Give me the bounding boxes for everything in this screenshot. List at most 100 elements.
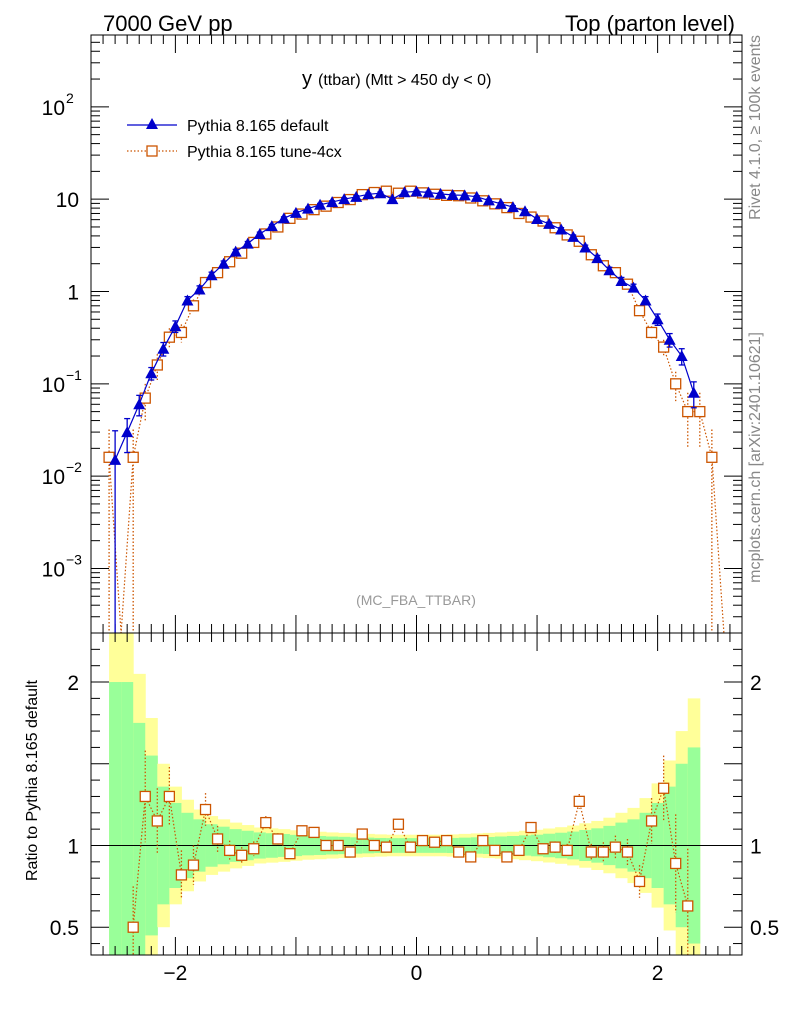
main-y-tick-exponent: 2	[66, 90, 74, 106]
ratio-series-layer	[127, 750, 694, 955]
ratio-tune4cx-point-square	[621, 846, 634, 858]
main-y-tick-exponent: −1	[66, 367, 82, 383]
main-default-point-triangle	[579, 241, 592, 253]
analysis-watermark: (MC_FBA_TTBAR)	[356, 592, 476, 608]
ratio-tune4cx-point-square	[477, 834, 489, 847]
main-default-point-triangle	[422, 186, 435, 198]
main-y-tick-label: 10	[56, 189, 79, 212]
main-default-point-triangle	[350, 190, 363, 202]
main-tune4cx-point-square	[645, 326, 658, 339]
ratio-tune4cx-point-square	[296, 825, 308, 837]
ratio-tune4cx-point-square	[670, 857, 682, 870]
ratio-tune4cx-point-square	[489, 844, 501, 857]
main-series-layer	[103, 185, 725, 634]
main-default-point-triangle	[121, 426, 134, 438]
main-y-tick-base: 10	[42, 97, 65, 120]
ratio-tune4cx-point-square	[344, 846, 356, 858]
main-panel: y (ttbar) (Mtt > 450 dy < 0) (MC_FBA_TTB…	[42, 34, 743, 634]
main-default-point-triangle	[265, 220, 278, 232]
ratio-tune4cx-point-square	[645, 815, 658, 827]
main-default-point-triangle	[603, 264, 616, 276]
main-default-point-triangle	[217, 257, 230, 269]
main-default-point-triangle	[157, 342, 170, 354]
main-y-tick-base: 10	[42, 374, 65, 397]
main-default-point-triangle	[338, 193, 351, 205]
main-default-point-triangle	[169, 320, 182, 332]
main-tune4cx-point-square	[670, 378, 682, 390]
main-tune4cx-connecting-line	[108, 190, 725, 634]
main-default-point-triangle	[133, 398, 146, 410]
main-y-tick-exponent: −2	[66, 459, 82, 475]
legend: Pythia 8.165 default Pythia 8.165 tune-4…	[127, 118, 342, 161]
ratio-tune4cx-point-square	[585, 846, 597, 858]
legend-entry-tune4cx: Pythia 8.165 tune-4cx	[127, 144, 342, 161]
main-default-point-triangle	[241, 237, 254, 249]
main-y-tick-base: 1	[67, 281, 79, 304]
main-tune4cx-point-square	[706, 451, 718, 463]
main-default-point-triangle	[567, 230, 580, 242]
ratio-tune4cx-point-square	[368, 839, 380, 852]
main-tune4cx-point-square	[633, 305, 646, 317]
ratio-tune4cx-point-square	[416, 834, 429, 847]
main-y-tick-exponent: −3	[66, 551, 82, 567]
ratio-tune4cx-point-square	[248, 843, 260, 855]
main-default-point-triangle	[639, 294, 652, 306]
main-y-tick-label: 10 −1	[42, 367, 83, 397]
ratio-tune4cx-point-square	[151, 815, 163, 827]
main-default-point-triangle	[687, 386, 700, 398]
ratio-tune4cx-point-square	[308, 826, 320, 839]
main-default-point-triangle	[410, 185, 423, 197]
ratio-y-tick-label-right: 2	[750, 672, 762, 695]
ratio-tune4cx-point-square	[356, 828, 368, 840]
main-default-point-triangle	[555, 223, 568, 235]
ratio-band-inner	[133, 722, 146, 955]
main-y-tick-label: 10 −2	[42, 459, 83, 489]
ratio-tune4cx-point-square	[573, 795, 585, 808]
ratio-tune4cx-point-square	[320, 839, 332, 852]
ratio-tune4cx-point-square	[633, 875, 646, 888]
ratio-panel: 0.5 0.5 1 1 2 2 −2 0 2 Ratio to Pythia 8.165 de…	[24, 632, 779, 985]
ratio-tune4cx-point-square	[392, 818, 405, 830]
ratio-tune4cx-point-square	[223, 844, 236, 857]
main-default-point-triangle	[591, 252, 604, 264]
ratio-tune4cx-point-square	[404, 841, 417, 853]
main-default-point-triangle	[181, 294, 194, 306]
legend-tune4cx-label: Pythia 8.165 tune-4cx	[187, 144, 342, 161]
ratio-tune4cx-point-square	[380, 841, 393, 853]
ratio-band-inner	[109, 682, 122, 955]
ratio-x-tick-label: 0	[411, 962, 423, 985]
main-default-point-triangle	[506, 201, 519, 213]
main-y-tick-base: 10	[42, 466, 65, 489]
main-default-point-triangle	[627, 281, 640, 293]
main-default-point-triangle	[362, 188, 375, 200]
ratio-frame	[90, 632, 743, 956]
ratio-tune4cx-point-square	[127, 921, 139, 933]
main-tune4cx-point-square	[127, 451, 139, 463]
main-default-connecting-line	[114, 190, 695, 461]
main-tune4cx-point-square	[139, 392, 151, 404]
ratio-tune4cx-point-square	[525, 821, 537, 834]
ratio-tune4cx-point-square	[187, 859, 200, 871]
main-default-point-triangle	[531, 212, 544, 224]
main-y-tick-label: 10 2	[42, 90, 74, 120]
legend-default-marker	[146, 118, 158, 129]
ratio-y-tick-label-left: 1	[67, 835, 79, 858]
ratio-y-axis-label: Ratio to Pythia 8.165 default	[24, 679, 41, 881]
main-default-point-triangle	[193, 283, 206, 295]
plot-title-description: (ttbar) (Mtt > 450 dy < 0)	[318, 72, 491, 89]
ratio-tune4cx-point-square	[513, 844, 525, 857]
ratio-band-inner	[121, 682, 134, 955]
main-default-point-triangle	[374, 187, 387, 199]
main-tune4cx-point-square	[597, 260, 610, 272]
main-default-point-triangle	[675, 350, 688, 362]
ratio-tune4cx-point-square	[657, 782, 670, 794]
main-tune4cx-point-square	[187, 300, 200, 312]
ratio-tune4cx-point-square	[332, 839, 344, 852]
main-y-tick-base: 10	[56, 189, 79, 212]
ratio-tune4cx-point-square	[139, 790, 151, 803]
header-left-label: 7000 GeV pp	[103, 11, 233, 36]
ratio-tune4cx-point-square	[272, 833, 284, 845]
ratio-y-ticks: 0.5 0.5 1 1 2 2	[50, 632, 779, 945]
main-default-point-triangle	[434, 187, 447, 199]
